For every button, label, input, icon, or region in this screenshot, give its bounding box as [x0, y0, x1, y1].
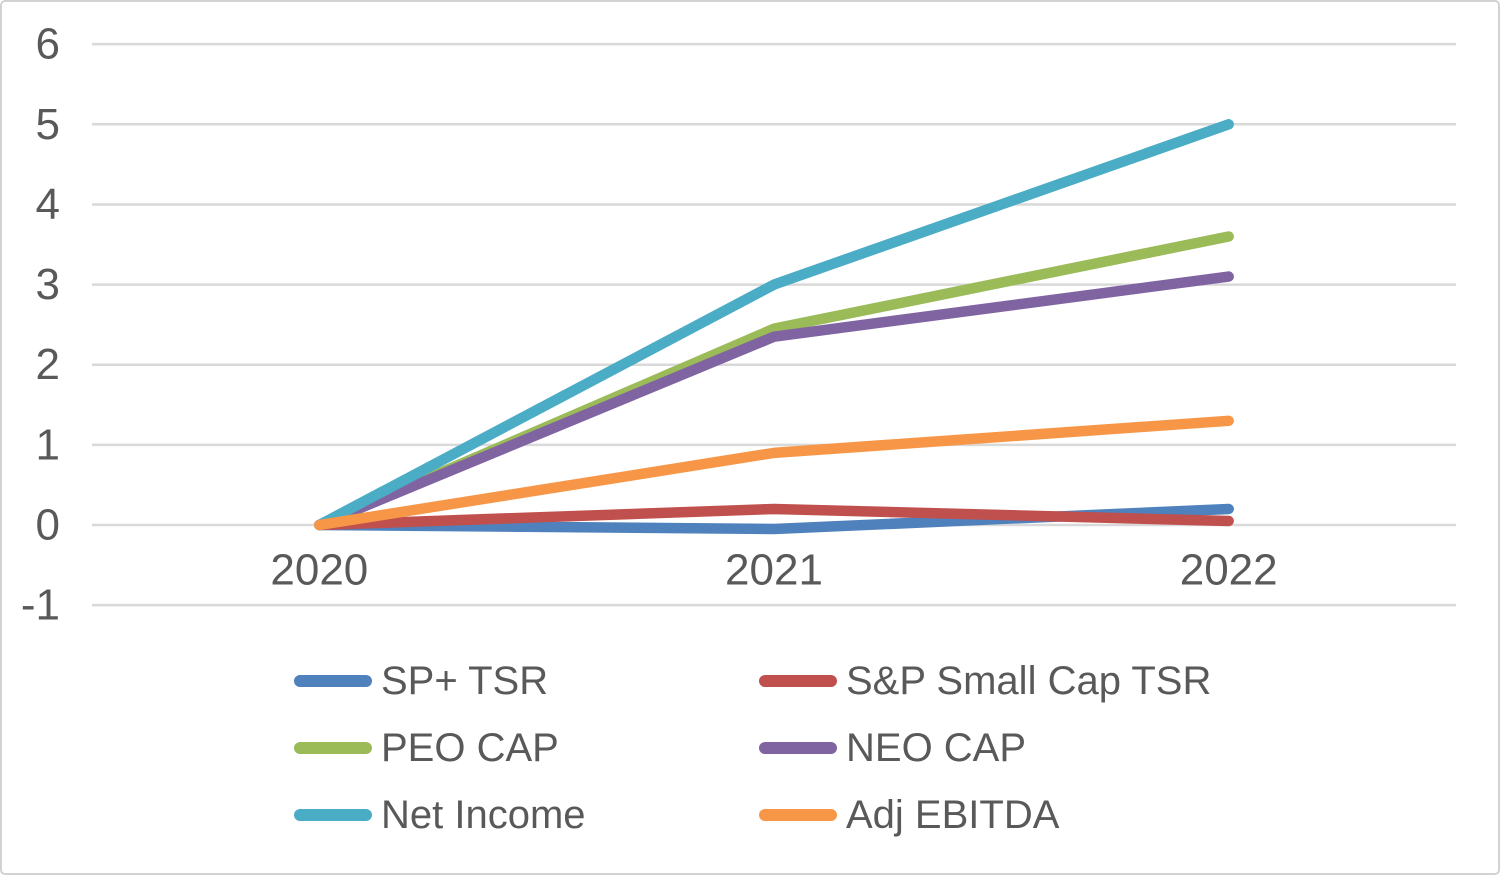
y-axis-tick-label: -1 [21, 581, 60, 630]
legend-item: Net Income [294, 781, 759, 848]
legend-label: NEO CAP [846, 725, 1027, 770]
legend-item: SP+ TSR [294, 647, 759, 714]
legend-label: Adj EBITDA [846, 792, 1060, 837]
legend-swatch-icon [294, 741, 372, 754]
series-line-s-p-small-cap-tsr [314, 503, 1234, 531]
legend-label: PEO CAP [381, 725, 559, 770]
legend-swatch-icon [759, 808, 837, 821]
line-chart-plot: 6 5 4 3 2 1 0 -1 2020 2021 2022 [21, 20, 1456, 630]
legend-item: S&P Small Cap TSR [759, 647, 1211, 714]
y-axis-tick-label: 2 [36, 340, 60, 389]
series-line-neo-cap [314, 271, 1234, 531]
x-axis-tick-label: 2021 [725, 546, 823, 595]
series-line-net-income [314, 119, 1234, 531]
legend-item: Adj EBITDA [759, 781, 1211, 848]
y-axis-tick-label: 1 [36, 420, 60, 469]
x-axis-tick-label: 2020 [270, 546, 368, 595]
legend-swatch-icon [759, 674, 837, 687]
y-axis-tick-label: 3 [36, 260, 60, 309]
y-axis-tick-label: 6 [36, 20, 60, 69]
legend-label: Net Income [381, 792, 586, 837]
y-axis-tick-label: 0 [36, 501, 60, 550]
legend-swatch-icon [759, 741, 837, 754]
legend-item: NEO CAP [759, 714, 1211, 781]
x-axis-tick-label: 2022 [1180, 546, 1278, 595]
series-line-adj-ebitda [314, 415, 1234, 531]
legend-swatch-icon [294, 808, 372, 821]
legend-label: S&P Small Cap TSR [846, 658, 1212, 703]
chart-legend: SP+ TSR S&P Small Cap TSR PEO CAP NEO CAP Ne… [294, 647, 1211, 848]
legend-swatch-icon [294, 674, 372, 687]
y-axis-tick-label: 5 [36, 100, 60, 149]
legend-label: SP+ TSR [381, 658, 549, 703]
y-axis-tick-label: 4 [36, 180, 60, 229]
legend-item: PEO CAP [294, 714, 759, 781]
